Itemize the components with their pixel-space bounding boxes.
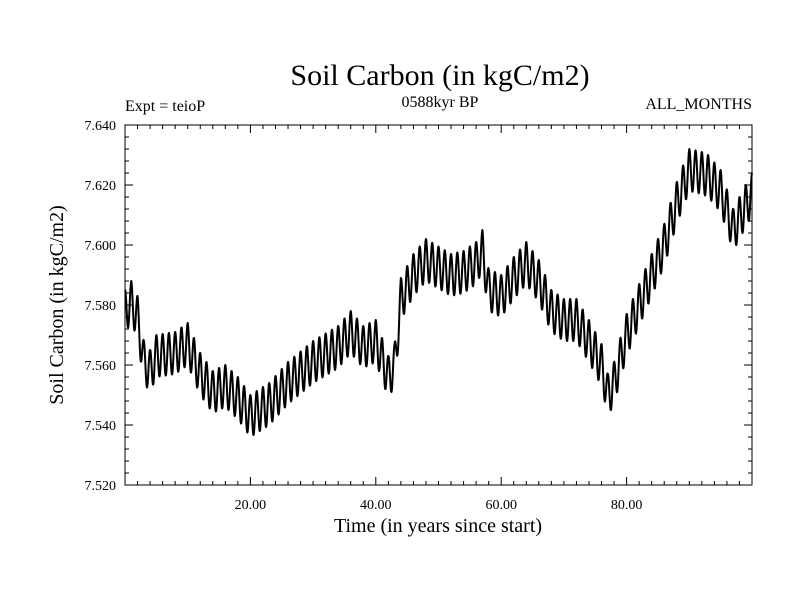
- x-axis-label: Time (in years since start): [334, 515, 542, 537]
- months-label: ALL_MONTHS: [645, 96, 752, 113]
- x-tick-label: 60.00: [485, 498, 517, 513]
- x-tick-label: 80.00: [611, 498, 643, 513]
- plot-frame: [124, 124, 753, 486]
- y-tick-label: 7.600: [85, 239, 117, 254]
- x-tick-label: 20.00: [235, 498, 267, 513]
- period-label: 0588kyr BP: [402, 94, 479, 111]
- y-tick-label: 7.560: [85, 359, 117, 374]
- experiment-label: Expt = teioP: [125, 98, 205, 115]
- series-line: [124, 148, 753, 436]
- y-tick-label: 7.520: [85, 479, 117, 494]
- series-group: [124, 148, 753, 436]
- y-axis-label: Soil Carbon (in kgC/m2): [46, 205, 68, 404]
- y-tick-label: 7.620: [85, 179, 117, 194]
- chart-title: Soil Carbon (in kgC/m2): [290, 59, 589, 92]
- y-tick-label: 7.580: [85, 299, 117, 314]
- y-tick-label: 7.540: [85, 419, 117, 434]
- x-tick-label: 40.00: [360, 498, 392, 513]
- y-axis: 7.520 7.540 7.560 7.580 7.600 7.620 7.640: [85, 119, 752, 494]
- y-tick-label: 7.640: [85, 119, 117, 134]
- x-axis: 20.00 40.00 60.00 80.00: [137, 125, 740, 513]
